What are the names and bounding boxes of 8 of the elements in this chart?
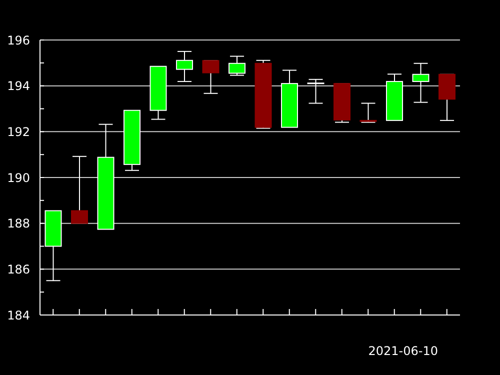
y-tick-label: 188 [7, 216, 30, 231]
y-tick-label: 196 [7, 33, 30, 48]
y-tick-label: 186 [7, 262, 30, 276]
y-tick-label: 194 [7, 79, 30, 94]
y-tick-label: 184 [7, 308, 30, 322]
y-tick-label: 192 [7, 124, 30, 139]
y-tick-label: 190 [7, 170, 30, 185]
x-axis-title: 2021-06-10 [368, 344, 438, 358]
